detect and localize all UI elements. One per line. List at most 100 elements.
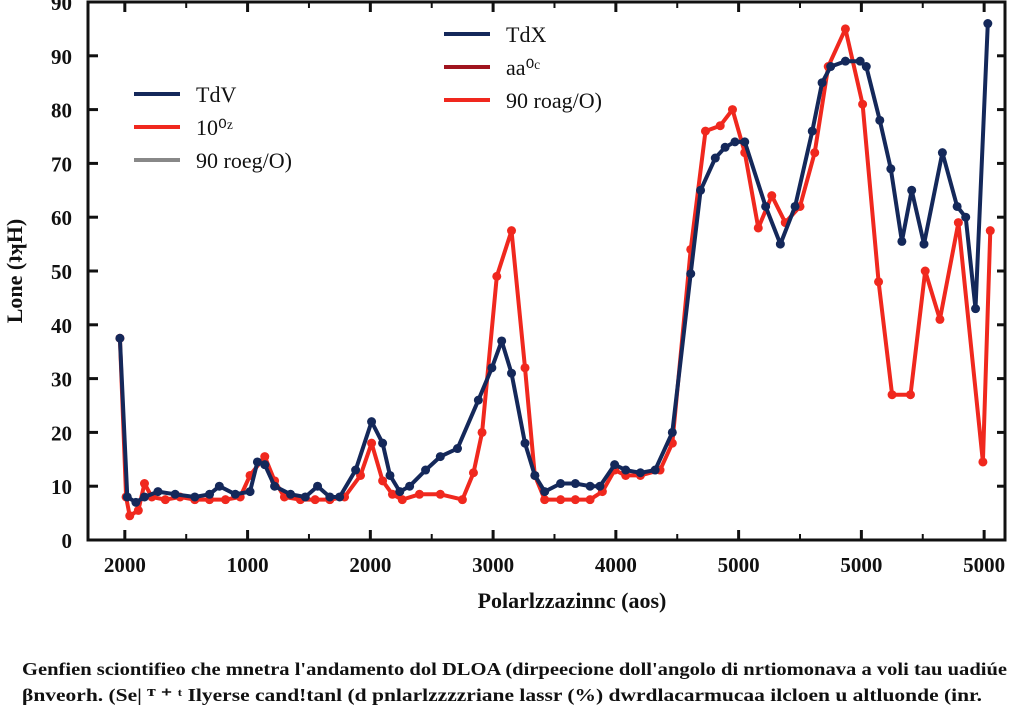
data-point — [775, 239, 785, 249]
x-tick-label: 4000 — [595, 553, 637, 577]
data-point — [313, 481, 323, 491]
data-point — [139, 479, 149, 489]
data-point — [667, 427, 677, 437]
data-point — [730, 137, 740, 147]
data-point — [635, 468, 645, 478]
data-point — [530, 470, 540, 480]
data-point — [761, 201, 771, 211]
data-point — [214, 481, 224, 491]
axes: 2000 1000 2000 3000 4000 5000 5000 5000 0 10 20 30 4… — [51, 0, 1007, 577]
data-point — [905, 390, 915, 400]
data-point — [886, 164, 896, 174]
data-point — [817, 78, 827, 88]
data-point — [753, 223, 763, 233]
x-tick-label: 5000 — [963, 553, 1005, 577]
legend-label: 10⁰ᶻ — [196, 115, 233, 140]
y-tick-label: 10 — [51, 475, 72, 499]
data-point — [245, 487, 255, 497]
data-point — [497, 336, 507, 346]
data-point — [385, 470, 395, 480]
legend-label: TdX — [506, 22, 546, 47]
data-point — [919, 239, 929, 249]
data-point — [875, 115, 885, 125]
data-point — [125, 511, 135, 521]
data-point — [160, 495, 170, 505]
x-tick-label: 2000 — [349, 553, 391, 577]
data-point — [540, 495, 550, 505]
data-point — [840, 56, 850, 66]
data-point — [935, 314, 945, 324]
data-point — [477, 427, 487, 437]
x-tick-label: 1000 — [227, 553, 269, 577]
data-point — [700, 126, 710, 136]
data-point — [971, 304, 981, 314]
data-point — [395, 487, 405, 497]
data-point — [115, 333, 125, 343]
data-point — [715, 121, 725, 131]
x-axis-title: Polarlzzazinnc (aos) — [478, 588, 667, 613]
data-point — [367, 417, 377, 427]
data-point — [473, 395, 483, 405]
data-point — [861, 62, 871, 72]
data-point — [487, 363, 497, 373]
data-point — [740, 137, 750, 147]
data-point — [153, 487, 163, 497]
data-point — [585, 495, 595, 505]
data-point — [270, 481, 280, 491]
y-axis-title: Lone (ʇʞH) — [2, 219, 27, 324]
data-point — [720, 142, 730, 152]
data-point — [492, 271, 502, 281]
data-point — [520, 363, 530, 373]
data-point — [230, 489, 240, 499]
data-point — [457, 495, 467, 505]
data-point — [397, 495, 407, 505]
data-point — [621, 465, 631, 475]
legend: TdV 10⁰ᶻ 90 roeg/O) TdX aa⁰ᶜ 90 roag/O) — [134, 22, 602, 173]
data-point — [435, 489, 445, 499]
data-point — [920, 266, 930, 276]
data-point — [570, 495, 580, 505]
y-tick-label: 0 — [62, 529, 73, 553]
data-point — [710, 153, 720, 163]
data-point — [286, 489, 296, 499]
data-point — [840, 24, 850, 34]
legend-label: 90 roag/O) — [506, 88, 602, 113]
data-point — [260, 460, 270, 470]
x-tick-label: 5000 — [718, 553, 760, 577]
data-point — [205, 489, 215, 499]
data-point — [260, 452, 270, 462]
data-point — [985, 226, 995, 236]
data-point — [855, 56, 865, 66]
data-point — [595, 481, 605, 491]
data-point — [686, 269, 696, 279]
data-point — [405, 481, 415, 491]
data-point — [540, 487, 550, 497]
data-point — [378, 476, 388, 486]
data-point — [139, 492, 149, 502]
data-point — [310, 495, 320, 505]
data-point — [983, 19, 993, 29]
data-point — [335, 492, 345, 502]
data-point — [387, 489, 397, 499]
data-point — [874, 277, 884, 287]
data-point — [696, 185, 706, 195]
series-group — [115, 19, 995, 521]
data-point — [507, 368, 517, 378]
data-point — [907, 185, 917, 195]
data-point — [887, 390, 897, 400]
data-point — [790, 201, 800, 211]
data-point — [131, 497, 141, 507]
data-point — [858, 99, 868, 109]
x-tick-label: 3000 — [472, 553, 514, 577]
data-point — [300, 492, 310, 502]
data-point — [190, 492, 200, 502]
data-point — [252, 457, 262, 467]
data-point — [421, 465, 431, 475]
y-tick-label: 20 — [51, 421, 72, 445]
data-point — [220, 495, 230, 505]
data-point — [556, 495, 566, 505]
legend-label: aa⁰ᶜ — [506, 55, 540, 80]
y-tick-label: 50 — [51, 260, 72, 284]
y-tick-label: 80 — [51, 99, 72, 123]
data-point — [414, 489, 424, 499]
